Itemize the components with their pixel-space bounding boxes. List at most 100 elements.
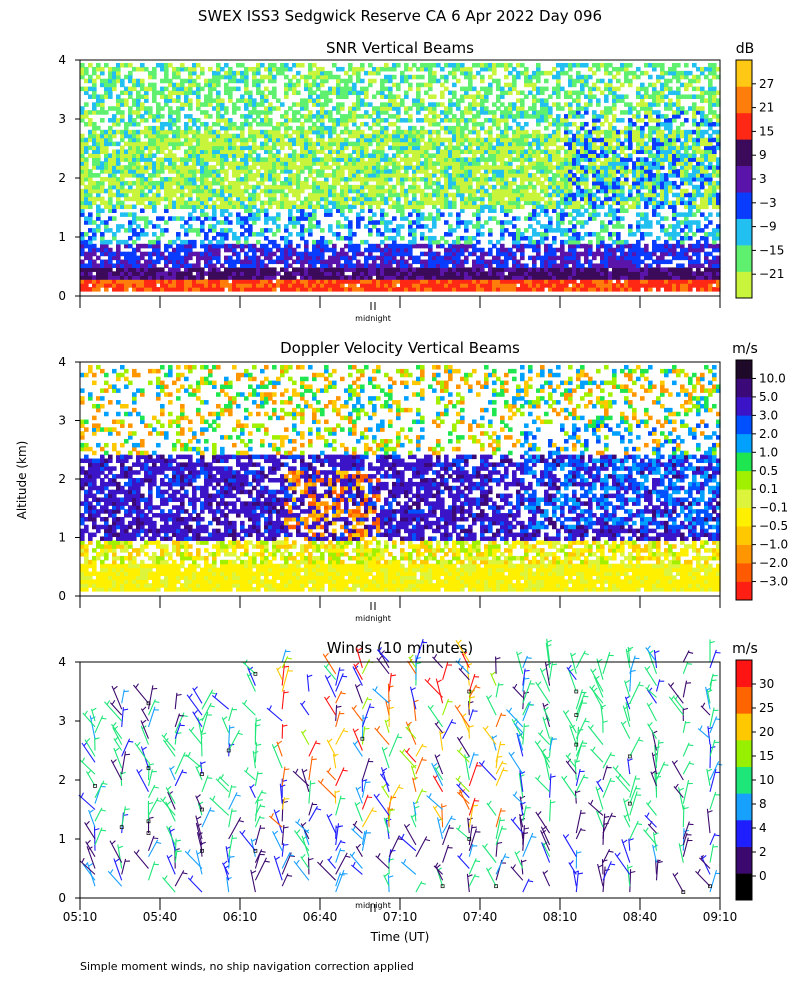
snr-cell [372,118,377,123]
snr-cell [124,169,129,174]
snr-cell [536,247,541,253]
snr-cell [300,275,305,280]
snr-cell [108,239,113,245]
snr-cell [552,235,557,241]
snr-cell [204,196,209,202]
snr-cell [232,86,237,92]
snr-cell [228,275,233,280]
snr-cell [116,267,121,272]
snr-cell [172,279,177,284]
snr-cell [264,247,269,253]
snr-cell [80,177,85,182]
snr-cell [488,149,493,155]
snr-cell [144,216,149,221]
snr-cell [472,192,477,198]
snr-cell [536,66,541,72]
snr-cell [140,106,145,111]
snr-cell [144,275,149,280]
snr-cell [96,94,101,99]
snr-cell [344,180,349,186]
snr-cell [136,177,141,182]
snr-cell [440,255,445,261]
snr-cell [304,133,309,139]
snr-cell [104,153,109,158]
snr-cell [440,192,445,198]
snr-cell [452,177,457,182]
snr-cell [304,184,309,190]
snr-cell [252,259,257,265]
snr-cell [536,161,541,166]
snr-cell [356,90,361,96]
snr-cell [328,110,333,115]
snr-cell [456,220,461,225]
snr-cell [488,169,493,174]
snr-cell [444,165,449,170]
snr-cell [252,267,257,272]
snr-cell [408,133,413,139]
snr-cell [308,216,313,221]
snr-cell [432,224,437,229]
snr-cell [288,106,293,111]
snr-cell [164,141,169,147]
snr-cell [488,118,493,123]
snr-cell [120,177,125,182]
snr-cell [536,114,541,119]
snr-cell [420,204,425,210]
snr-cell [516,235,521,241]
snr-cell [440,82,445,88]
snr-cell [256,247,261,253]
snr-cell [396,133,401,139]
snr-cell [244,235,249,241]
snr-cell [560,216,565,221]
snr-cell [88,173,93,178]
snr-cell [444,196,449,202]
snr-cell [364,196,369,202]
snr-cell [412,177,417,182]
snr-cell [116,224,121,229]
snr-cell [336,161,341,166]
snr-cell [84,90,89,96]
snr-cell [280,70,285,76]
snr-cell [424,106,429,111]
snr-cell [84,102,89,107]
snr-cell [456,118,461,123]
snr-cell [140,173,145,178]
snr-cell [464,196,469,202]
snr-cell [384,212,389,217]
snr-cell [208,283,213,288]
snr-cell [484,106,489,111]
snr-cell [120,82,125,88]
snr-cell [320,82,325,88]
snr-cell [160,157,165,162]
snr-cell [396,94,401,99]
snr-cell [116,165,121,170]
snr-cell [120,200,125,206]
snr-cell [528,161,533,166]
snr-cell [116,66,121,72]
snr-cell [372,192,377,198]
snr-cell [352,275,357,280]
snr-cell [480,267,485,272]
snr-cell [308,157,313,162]
snr-cell [500,114,505,119]
snr-cell [392,145,397,151]
snr-cell [344,224,349,229]
snr-cell [460,141,465,147]
snr-cell [556,70,561,76]
snr-cell [456,66,461,72]
snr-cell [544,169,549,174]
snr-cell [168,90,173,96]
snr-cell [516,184,521,190]
snr-cell [364,180,369,186]
snr-cell [88,121,93,127]
snr-cell [444,118,449,123]
snr-cell [368,153,373,158]
snr-cell [460,220,465,225]
snr-cell [388,86,393,92]
snr-cell [480,271,485,276]
snr-cell [392,192,397,198]
snr-cell [324,110,329,115]
snr-cell [416,220,421,225]
snr-cell [428,184,433,190]
snr-cell [132,180,137,186]
